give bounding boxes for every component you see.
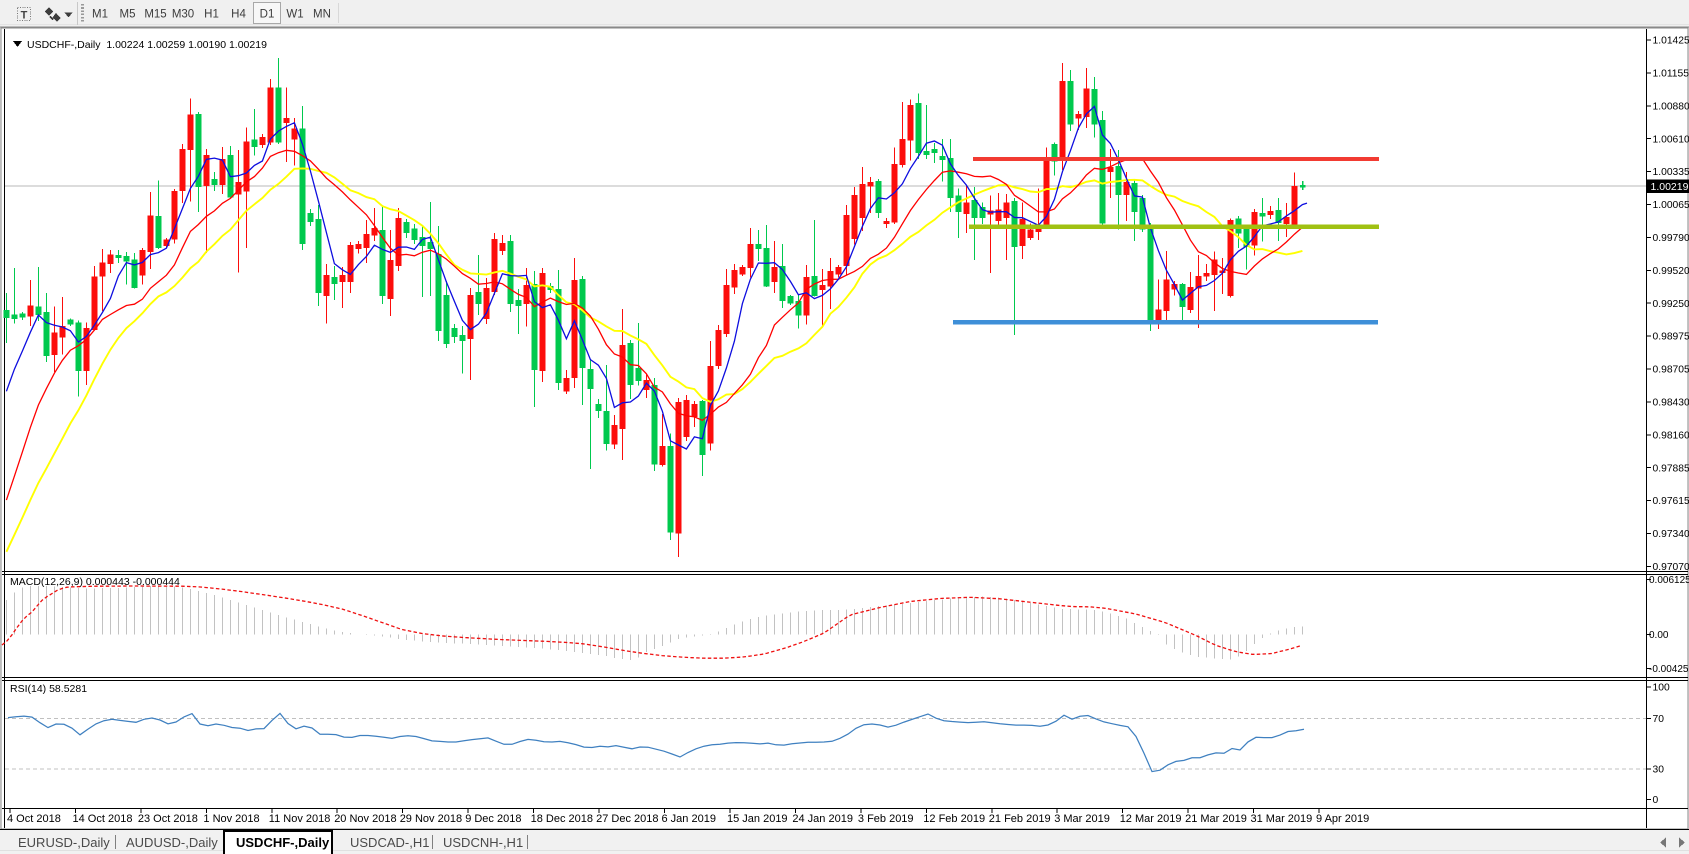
svg-text:3 Mar 2019: 3 Mar 2019	[1054, 813, 1110, 825]
svg-text:70: 70	[1653, 714, 1665, 725]
svg-text:0.99250: 0.99250	[1653, 299, 1689, 310]
svg-text:9 Apr 2019: 9 Apr 2019	[1316, 813, 1369, 825]
svg-text:1.00065: 1.00065	[1653, 200, 1689, 211]
svg-text:0.98160: 0.98160	[1653, 430, 1689, 441]
svg-text:14 Oct 2018: 14 Oct 2018	[73, 813, 133, 825]
svg-text:1.00335: 1.00335	[1653, 167, 1689, 178]
svg-text:0.97885: 0.97885	[1653, 463, 1689, 474]
svg-text:12 Mar 2019: 12 Mar 2019	[1120, 813, 1182, 825]
svg-text:0.00: 0.00	[1649, 630, 1669, 641]
svg-text:24 Jan 2019: 24 Jan 2019	[792, 813, 853, 825]
svg-text:18 Dec 2018: 18 Dec 2018	[531, 813, 593, 825]
svg-text:USDCNH-,H1: USDCNH-,H1	[443, 835, 523, 850]
svg-text:USDCHF-,Daily 1.00224 1.00259: USDCHF-,Daily 1.00224 1.00259 1.00190 1.…	[27, 39, 267, 51]
svg-text:MN: MN	[313, 9, 331, 21]
svg-text:0.99520: 0.99520	[1653, 266, 1689, 277]
svg-text:1.00880: 1.00880	[1653, 101, 1689, 112]
svg-text:11 Nov 2018: 11 Nov 2018	[269, 813, 331, 825]
svg-text:EURUSD-,Daily: EURUSD-,Daily	[18, 835, 110, 850]
svg-text:T: T	[21, 10, 28, 22]
svg-text:1.00610: 1.00610	[1653, 134, 1689, 145]
svg-text:-0.00425: -0.00425	[1649, 664, 1689, 675]
svg-text:0: 0	[1653, 795, 1659, 806]
svg-text:0.98705: 0.98705	[1653, 365, 1689, 376]
svg-text:6 Jan 2019: 6 Jan 2019	[662, 813, 716, 825]
svg-text:4 Oct 2018: 4 Oct 2018	[7, 813, 61, 825]
svg-text:27 Dec 2018: 27 Dec 2018	[596, 813, 658, 825]
svg-text:M1: M1	[92, 9, 108, 21]
svg-text:15 Jan 2019: 15 Jan 2019	[727, 813, 788, 825]
svg-text:3 Feb 2019: 3 Feb 2019	[858, 813, 914, 825]
svg-text:1.00219: 1.00219	[1651, 181, 1689, 193]
svg-text:M15: M15	[144, 9, 166, 21]
svg-text:H4: H4	[231, 9, 246, 21]
svg-text:21 Feb 2019: 21 Feb 2019	[989, 813, 1051, 825]
svg-text:AUDUSD-,Daily: AUDUSD-,Daily	[126, 835, 218, 850]
svg-text:0.98430: 0.98430	[1653, 398, 1689, 409]
svg-text:USDCHF-,Daily: USDCHF-,Daily	[236, 835, 330, 850]
svg-text:9 Dec 2018: 9 Dec 2018	[465, 813, 521, 825]
svg-text:M5: M5	[120, 9, 136, 21]
svg-text:31 Mar 2019: 31 Mar 2019	[1251, 813, 1313, 825]
svg-text:0.97070: 0.97070	[1653, 562, 1689, 573]
svg-text:0.98975: 0.98975	[1653, 332, 1689, 343]
svg-text:1 Nov 2018: 1 Nov 2018	[203, 813, 259, 825]
svg-text:1.01425: 1.01425	[1653, 36, 1689, 47]
svg-text:USDCAD-,H1: USDCAD-,H1	[350, 835, 429, 850]
svg-text:RSI(14) 58.5281: RSI(14) 58.5281	[10, 683, 87, 695]
svg-text:100: 100	[1653, 683, 1670, 694]
svg-text:23 Oct 2018: 23 Oct 2018	[138, 813, 198, 825]
svg-text:0.97340: 0.97340	[1653, 529, 1689, 540]
svg-text:29 Nov 2018: 29 Nov 2018	[400, 813, 462, 825]
svg-text:1.01155: 1.01155	[1653, 69, 1689, 80]
svg-text:30: 30	[1653, 765, 1665, 776]
svg-text:M30: M30	[172, 9, 194, 21]
svg-text:0.97615: 0.97615	[1653, 496, 1689, 507]
svg-text:21 Mar 2019: 21 Mar 2019	[1185, 813, 1247, 825]
svg-text:W1: W1	[286, 9, 303, 21]
svg-text:12 Feb 2019: 12 Feb 2019	[923, 813, 985, 825]
svg-text:D1: D1	[260, 9, 275, 21]
svg-text:MACD(12,26,9) 0.000443 -0.0004: MACD(12,26,9) 0.000443 -0.000444	[10, 576, 180, 588]
svg-text:H1: H1	[204, 9, 219, 21]
svg-text:20 Nov 2018: 20 Nov 2018	[334, 813, 396, 825]
svg-text:0.006125: 0.006125	[1649, 575, 1689, 586]
svg-text:0.99790: 0.99790	[1653, 233, 1689, 244]
